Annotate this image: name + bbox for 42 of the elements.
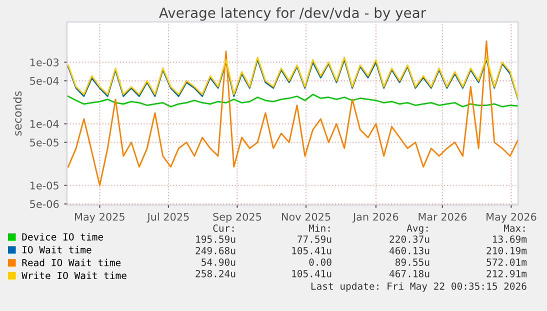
x-tick-label: May 2025 — [75, 212, 124, 223]
y-tick-label: 1e-04 — [30, 120, 59, 128]
text: 220.37u — [390, 235, 430, 243]
text: 249.68u — [196, 246, 236, 254]
text: Avg: — [406, 224, 428, 234]
x-tick-label: Mar 2026 — [418, 212, 467, 221]
legend-label: IO Wait time — [22, 246, 92, 254]
x-tick-label: Nov 2025 — [282, 212, 330, 221]
legend-label: Device IO time — [22, 233, 103, 241]
y-axis-title: seconds — [13, 91, 22, 136]
text: 460.13u — [390, 246, 430, 254]
legend-label: Read IO Wait time — [22, 258, 121, 266]
text: 105.41u — [292, 270, 332, 278]
text: 89.55u — [396, 258, 430, 266]
text: 467.18u — [390, 270, 430, 278]
text: 212.91m — [486, 270, 527, 278]
text: 210.19m — [486, 246, 527, 254]
y-tick-label: 5e-06 — [30, 200, 59, 208]
text: 105.41u — [292, 246, 332, 254]
text: 0.00 — [309, 258, 332, 266]
x-tick-label: May 2026 — [486, 212, 536, 223]
x-tick-label: Jan 2026 — [352, 212, 398, 223]
text: 195.59u — [196, 235, 236, 243]
line-series — [67, 94, 518, 108]
y-tick-label: 5e-05 — [30, 138, 58, 146]
text: Last update: Fri May 22 00:35:15 2026 — [311, 282, 526, 292]
x-tick-label: Jul 2025 — [146, 212, 189, 223]
text: 572.01m — [486, 258, 527, 266]
line-series — [67, 40, 518, 186]
text: Max: — [504, 224, 525, 232]
chart-title: Average latency for /dev/vda - by year — [159, 7, 426, 21]
y-tick-label: 1e-03 — [30, 58, 59, 66]
legend-label: Write IO Wait time — [22, 272, 126, 280]
text: 54.90u — [202, 258, 236, 266]
text: 13.69m — [493, 235, 527, 243]
text: Cur: — [213, 224, 234, 232]
text: 258.24u — [196, 270, 236, 278]
x-tick-label: Sep 2025 — [213, 212, 262, 223]
y-tick-label: 5e-04 — [30, 76, 59, 85]
text: Min: — [308, 224, 330, 232]
y-tick-label: 1e-05 — [30, 182, 58, 190]
text: 77.59u — [298, 235, 332, 243]
